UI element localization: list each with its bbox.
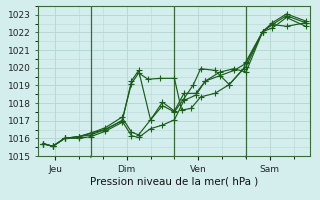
X-axis label: Pression niveau de la mer( hPa ): Pression niveau de la mer( hPa ): [90, 177, 259, 187]
